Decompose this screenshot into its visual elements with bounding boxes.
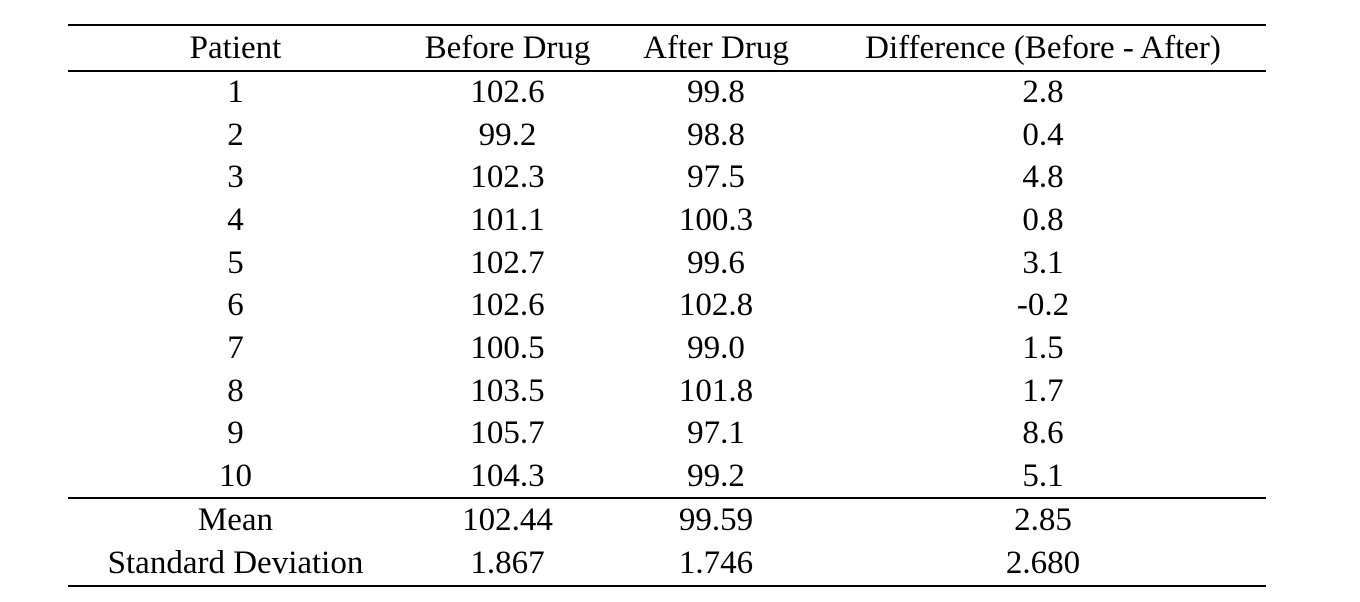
cell-before-drug: 101.1: [470, 201, 545, 238]
table-row: 2 99.2 98.8 0.4: [68, 114, 1266, 157]
header-before-drug: Before Drug: [403, 25, 612, 72]
cell-patient: 7: [227, 329, 244, 366]
cell-before-drug: 99.2: [478, 116, 537, 153]
cell-difference: 4.8: [1022, 159, 1064, 196]
cell-before-drug: 103.5: [470, 372, 545, 409]
cell-patient: 4: [227, 201, 244, 238]
cell-difference: -0.2: [1016, 287, 1070, 324]
table-row: 1 102.6 99.8 2.8: [68, 71, 1266, 114]
cell-difference: 8.6: [1022, 415, 1064, 452]
cell-summary-label: Standard Deviation: [107, 544, 364, 581]
cell-patient: 9: [227, 415, 244, 452]
cell-after-drug: 99.2: [687, 457, 745, 494]
cell-after-drug: 102.8: [678, 287, 754, 324]
cell-patient: 3: [227, 159, 244, 196]
cell-difference: 2.8: [1022, 74, 1064, 111]
cell-after-drug: 97.1: [687, 415, 745, 452]
table-header-row: Patient Before Drug After Drug Differenc…: [68, 25, 1266, 72]
header-patient: Patient: [68, 25, 403, 72]
cell-difference: 1.7: [1022, 372, 1064, 409]
cell-difference: 0.8: [1022, 201, 1064, 238]
cell-difference: 2.680: [1005, 544, 1081, 581]
cell-patient: 8: [227, 372, 244, 409]
cell-before-drug: 104.3: [470, 457, 545, 494]
cell-patient: 5: [227, 244, 244, 281]
cell-after-drug: 101.8: [678, 372, 754, 409]
cell-after-drug: 99.6: [687, 244, 745, 281]
cell-before-drug: 100.5: [470, 329, 545, 366]
cell-difference: 3.1: [1022, 244, 1064, 281]
cell-before-drug: 102.6: [470, 287, 545, 324]
cell-before-drug: 102.7: [470, 244, 545, 281]
table-row: 6 102.6 102.8 -0.2: [68, 284, 1266, 327]
table-row: 4 101.1 100.3 0.8: [68, 199, 1266, 242]
table-row: 5 102.7 99.6 3.1: [68, 242, 1266, 285]
cell-before-drug: 105.7: [470, 415, 545, 452]
cell-patient: 1: [227, 74, 244, 111]
cell-after-drug: 99.0: [687, 329, 745, 366]
cell-difference: 5.1: [1022, 457, 1064, 494]
cell-patient: 10: [219, 457, 252, 494]
cell-difference: 1.5: [1022, 329, 1064, 366]
cell-after-drug: 98.8: [687, 116, 745, 153]
cell-difference: 0.4: [1022, 116, 1064, 153]
header-difference: Difference (Before - After): [820, 25, 1266, 72]
cell-patient: 6: [227, 287, 244, 324]
patient-drug-table: Patient Before Drug After Drug Differenc…: [68, 24, 1266, 587]
cell-difference: 2.85: [820, 496, 1266, 542]
table-row: 7 100.5 99.0 1.5: [68, 327, 1266, 370]
cell-after-drug: 100.3: [678, 201, 754, 238]
cell-after-drug: 97.5: [687, 159, 745, 196]
cell-before-drug: 1.867: [470, 544, 545, 581]
table-row: 9 105.7 97.1 8.6: [68, 413, 1266, 456]
header-after-drug: After Drug: [612, 25, 820, 72]
cell-before-drug: 102.3: [470, 159, 545, 196]
summary-row-std-dev: Standard Deviation 1.867 1.746 2.680: [68, 542, 1266, 586]
cell-patient: 2: [227, 116, 244, 153]
cell-after-drug: 99.8: [687, 74, 745, 111]
cell-after-drug: 1.746: [678, 544, 754, 581]
cell-summary-label: Mean: [68, 496, 403, 542]
table-row: 3 102.3 97.5 4.8: [68, 156, 1266, 199]
summary-row-mean: Mean 102.44 99.59 2.85: [68, 496, 1266, 542]
cell-before-drug: 102.44: [403, 496, 612, 542]
table-row: 8 103.5 101.8 1.7: [68, 370, 1266, 413]
cell-before-drug: 102.6: [470, 74, 545, 111]
table-row: 10 104.3 99.2 5.1: [68, 455, 1266, 498]
cell-after-drug: 99.59: [612, 496, 820, 542]
